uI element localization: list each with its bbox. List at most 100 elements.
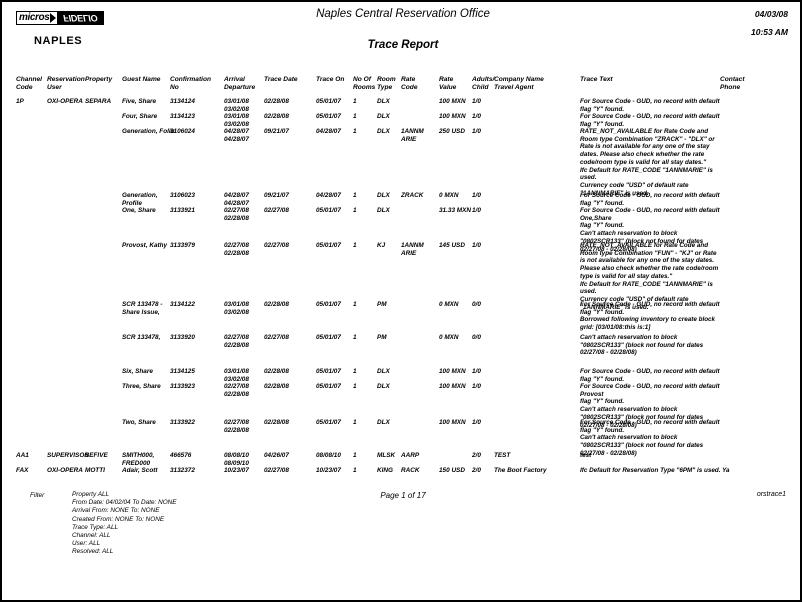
cell-trace-text: For Source Code - GUD, no record with de… [580,301,720,332]
cell-guest-name: Five, Share [122,98,157,105]
cell-trace-text: For Source Code - GUD, no record with de… [580,368,720,383]
cell-adults-child: 0/0 [472,334,481,341]
cell-no-of-rooms: 1 [353,207,357,214]
cell-rate-value: 100 MXN [439,98,466,105]
cell-confirmation-no: 466576 [170,452,192,459]
page-title: Trace Report [367,39,439,51]
filter-criteria: Property ALL From Date: 04/02/04 To Date… [72,491,177,556]
column-header: Trace On [316,76,345,83]
cell-channel-code: FAX [16,467,29,474]
cell-adults-child: 1/0 [472,383,481,390]
cell-rate-code: ZRACK [401,192,424,199]
cell-arrival-departure: 03/01/08 03/02/08 [224,301,249,316]
cell-no-of-rooms: 1 [353,242,357,249]
cell-trace-text: test [580,452,592,459]
cell-rate-value: 145 USD [439,242,465,249]
cell-no-of-rooms: 1 [353,334,357,341]
cell-arrival-departure: 04/28/07 04/28/07 [224,192,249,207]
cell-adults-child: 1/0 [472,128,481,135]
cell-trace-on: 05/01/07 [316,207,341,214]
cell-arrival-departure: 02/27/08 02/28/08 [224,419,249,434]
cell-trace-on: 05/01/07 [316,98,341,105]
cell-no-of-rooms: 1 [353,128,357,135]
cell-guest-name: Four, Share [122,113,158,120]
cell-trace-text: For Source Code - GUD, no record with de… [580,113,720,128]
cell-adults-child: 1/0 [472,207,481,214]
cell-trace-on: 05/01/07 [316,242,341,249]
page-number: Page 1 of 17 [380,491,426,500]
cell-rate-value: 0 MXN [439,334,459,341]
cell-trace-on: 05/01/07 [316,419,341,426]
cell-trace-text: For Source Code - GUD, no record with de… [580,419,720,457]
column-header: Company Name Travel Agent [494,76,544,91]
cell-confirmation-no: 3134124 [170,98,195,105]
cell-no-of-rooms: 1 [353,113,357,120]
cell-arrival-departure: 03/01/08 03/02/08 [224,113,249,128]
cell-confirmation-no: 3133920 [170,334,195,341]
cell-rate-value: 150 USD [439,467,465,474]
cell-trace-on: 05/01/07 [316,334,341,341]
cell-trace-date: 09/21/07 [264,192,289,199]
cell-adults-child: 1/0 [472,419,481,426]
cell-trace-text: For Source Code - GUD, no record with de… [580,98,720,113]
cell-channel-code: AA1 [16,452,29,459]
cell-guest-name: Two, Share [122,419,156,426]
cell-adults-child: 1/0 [472,98,481,105]
cell-confirmation-no: 3132372 [170,467,195,474]
cell-trace-on: 05/01/07 [316,383,341,390]
cell-channel-code: 1P [16,98,24,105]
column-header: Arrival Departure [224,76,256,91]
cell-trace-text: RATE_NOT_AVAILABLE for Rate Code and Roo… [580,128,715,197]
cell-guest-name: SCR 133478, [122,334,161,341]
cell-arrival-departure: 02/27/08 02/28/08 [224,383,249,398]
cell-arrival-departure: 03/01/08 03/02/08 [224,98,249,113]
cell-room-type: KING [377,467,393,474]
report-id: orstrace1 [756,491,786,498]
office-title: Naples Central Reservation Office [316,8,490,20]
cell-guest-name: Adair, Scott [122,467,158,474]
column-header: Contact Phone [720,76,745,91]
cell-rate-value: 100 MXN [439,383,466,390]
cell-trace-date: 02/28/08 [264,419,289,426]
column-header: Rate Code [401,76,418,91]
filter-label: Filter [30,492,45,499]
cell-trace-date: 02/28/08 [264,383,289,390]
cell-rate-value: 100 MXN [439,419,466,426]
column-header: Trace Text [580,76,613,83]
cell-no-of-rooms: 1 [353,419,357,426]
report-date: 04/03/08 [754,9,788,19]
column-header: No Of Rooms [353,76,376,91]
cell-no-of-rooms: 1 [353,98,357,105]
cell-room-type: DLX [377,419,390,426]
cell-trace-date: 04/26/07 [264,452,289,459]
cell-room-type: MLSK [377,452,396,459]
cell-arrival-departure: 03/01/08 03/02/08 [224,368,249,383]
cell-no-of-rooms: 1 [353,467,357,474]
cell-trace-on: 04/28/07 [316,128,341,135]
cell-guest-name: SMITH000, FRED000 [122,452,155,467]
cell-room-type: DLX [377,192,390,199]
column-header: Confirmation No [170,76,212,91]
cell-confirmation-no: 3134122 [170,301,195,308]
column-header: Adults/ Child [472,76,495,91]
cell-trace-text: For Source Code - GUD, no record with de… [580,207,720,253]
cell-property: MOTTI [85,467,105,474]
cell-trace-text: For Source Code - GUD, no record with de… [580,383,720,429]
cell-adults-child: 2/0 [472,452,481,459]
cell-rate-code: RACK [401,467,420,474]
cell-rate-value: 0 MXN [439,301,459,308]
cell-arrival-departure: 04/28/07 04/28/07 [224,128,249,143]
cell-trace-on: 08/08/10 [316,452,341,459]
cell-trace-on: 04/28/07 [316,192,341,199]
column-header: Reservation User [47,76,85,91]
cell-rate-value: 0 MXN [439,192,459,199]
cell-rate-value: 100 MXN [439,368,466,375]
cell-trace-date: 02/27/08 [264,242,289,249]
cell-no-of-rooms: 1 [353,452,357,459]
cell-adults-child: 2/0 [472,467,481,474]
cell-room-type: DLX [377,98,390,105]
cell-guest-name: Six, Share [122,368,153,375]
cell-no-of-rooms: 1 [353,301,357,308]
column-header: Trace Date [264,76,298,83]
cell-property: SEFIVE [85,452,108,459]
